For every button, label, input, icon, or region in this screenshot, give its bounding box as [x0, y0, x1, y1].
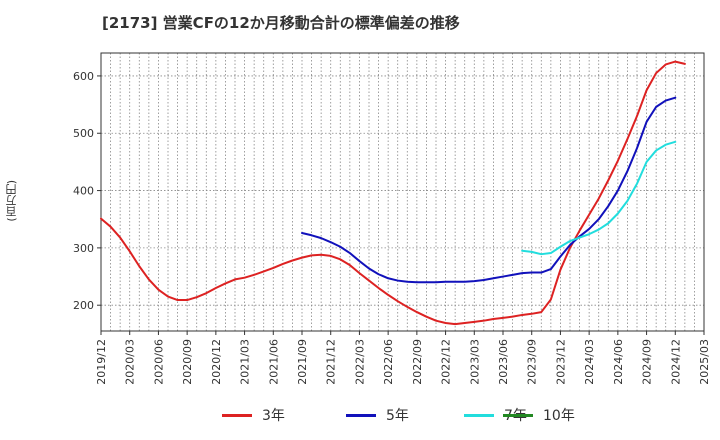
plot-area [101, 53, 704, 331]
x-tick-label: 2022/12 [440, 339, 453, 385]
x-tick-label: 2023/06 [497, 339, 510, 385]
series-line-3 [521, 140, 677, 256]
x-tick-label: 2023/09 [526, 339, 539, 385]
plot-frame [100, 52, 705, 332]
chart-title: [2173] 営業CFの12か月移動合計の標準偏差の推移 [102, 14, 460, 32]
legend-swatch [222, 413, 252, 417]
x-tick-label: 2021/12 [325, 339, 338, 385]
legend-swatch [346, 413, 376, 417]
x-tick-label: 2021/09 [296, 339, 309, 385]
x-tick-label: 2022/09 [411, 339, 424, 385]
x-tick-label: 2023/03 [468, 339, 481, 385]
legend-label: 3年 [262, 408, 285, 424]
y-tick-label: 300 [73, 242, 94, 255]
x-tick-label: 2024/12 [669, 339, 682, 385]
series-line-1 [100, 60, 686, 326]
x-tick-label: 2020/12 [210, 339, 223, 385]
x-tick-label: 2024/09 [641, 339, 654, 385]
x-tick-label: 2020/03 [124, 339, 137, 385]
x-tick-label: 2022/03 [353, 339, 366, 385]
legend: 3年5年7年10年 [0, 403, 720, 427]
legend-item: 5年 [346, 403, 409, 427]
y-tick-label: 200 [73, 299, 94, 312]
x-tick-label: 2022/06 [382, 339, 395, 385]
x-tick-label: 2020/09 [181, 339, 194, 385]
legend-label: 10年 [543, 408, 575, 424]
y-tick-label: 600 [73, 70, 94, 83]
x-tick-label: 2021/06 [267, 339, 280, 385]
legend-item: 3年 [222, 403, 285, 427]
y-tick-label: 500 [73, 127, 94, 140]
legend-swatch [464, 413, 494, 417]
x-tick-label: 2025/03 [698, 339, 711, 385]
x-tick-label: 2023/12 [554, 339, 567, 385]
x-tick-label: 2019/12 [95, 339, 108, 385]
legend-label: 5年 [386, 408, 409, 424]
x-tick-label: 2024/06 [612, 339, 625, 385]
series-line-2 [301, 96, 677, 284]
x-tick-label: 2021/03 [239, 339, 252, 385]
line-chart: 200 300 400 500 600 2019/12 2020/03 2020/06 2020… [73, 52, 711, 385]
x-tick-label: 2020/06 [152, 339, 165, 385]
legend-item: 10年 [503, 403, 575, 427]
x-tick-label: 2024/03 [583, 339, 596, 385]
legend-swatch [503, 413, 533, 417]
y-tick-label: 400 [73, 185, 94, 198]
